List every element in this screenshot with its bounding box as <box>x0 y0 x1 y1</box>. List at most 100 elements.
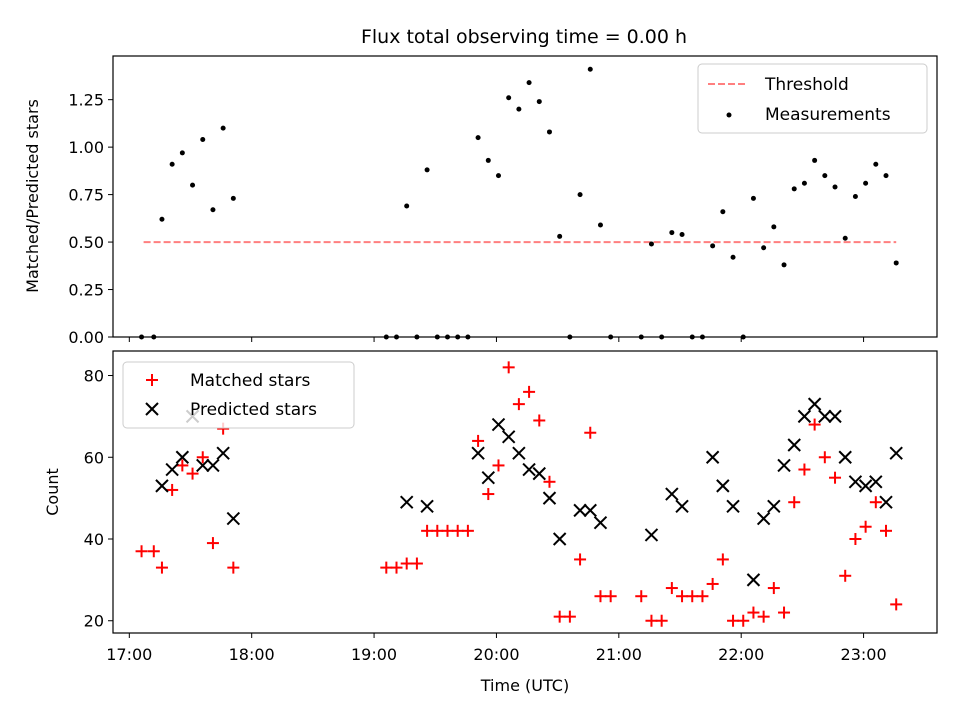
measurement-point <box>546 129 552 135</box>
measurement-point <box>648 241 654 247</box>
matched-star-point <box>523 385 536 398</box>
measurement-point <box>210 207 216 213</box>
predicted-star-point <box>767 499 781 514</box>
predicted-star-point <box>532 466 546 481</box>
measurement-point <box>679 231 685 237</box>
predicted-star-point <box>471 446 485 460</box>
bottom-y-axis: 20 40 60 80 <box>84 367 113 631</box>
predicted-star-point <box>807 397 822 411</box>
top-axes-frame <box>112 55 938 338</box>
matched-star-point <box>655 614 668 627</box>
measurement-point <box>159 216 165 222</box>
matched-star-point <box>410 557 423 570</box>
measurement-point <box>761 245 767 251</box>
measurement-point <box>190 182 196 188</box>
measurement-point <box>791 186 797 192</box>
measurement-point <box>557 233 563 239</box>
predicted-star-point <box>665 487 679 501</box>
measurement-point <box>516 106 522 112</box>
matched-star-point <box>441 524 454 537</box>
matched-star-point <box>594 590 607 603</box>
matched-star-point <box>767 582 780 595</box>
measurement-point <box>710 243 716 249</box>
measurement-point <box>536 99 542 105</box>
top-subplot: 0.00 0.25 0.50 0.75 1.00 1.25 Matched/Predict… <box>23 55 938 347</box>
measurement-point <box>424 167 430 173</box>
matched-star-point <box>696 590 709 603</box>
x-tick-label: 19:00 <box>351 645 397 664</box>
predicted-star-point <box>746 573 761 587</box>
predicted-star-point <box>858 479 873 493</box>
matched-star-point <box>533 414 546 427</box>
top-x-axis-ticks <box>128 337 865 342</box>
matched-star-point <box>747 606 760 619</box>
measurement-point <box>220 125 226 131</box>
matched-star-point <box>176 459 189 472</box>
matched-star-point <box>778 606 791 619</box>
measurement-point <box>832 184 838 190</box>
matched-star-point <box>604 590 617 603</box>
predicted-star-point <box>155 479 169 493</box>
matched-star-point <box>788 496 801 509</box>
x-axis-label: Time (UTC) <box>480 676 569 695</box>
measurement-point <box>506 95 512 101</box>
matched-star-point <box>186 467 199 480</box>
top-y-axis-label: Matched/Predicted stars <box>23 99 42 293</box>
bottom-y-tick-label: 20 <box>84 612 104 631</box>
measurement-point <box>475 135 481 141</box>
matched-star-point <box>227 561 240 574</box>
top-y-tick-label: 0.50 <box>68 233 104 252</box>
predicted-star-point <box>716 479 730 493</box>
bottom-y-tick-label: 40 <box>84 530 104 549</box>
predicted-star-point <box>583 503 597 518</box>
matched-star-point <box>135 545 148 558</box>
predicted-star-point <box>828 409 842 424</box>
measurement-point <box>526 80 532 86</box>
predicted-star-point <box>818 409 832 424</box>
matched-star-point <box>421 524 434 537</box>
matched-star-point <box>839 569 852 582</box>
measurement-point <box>812 157 818 163</box>
matched-star-point <box>553 610 566 623</box>
predicted-star-point <box>196 458 210 473</box>
predicted-star-point <box>491 417 506 432</box>
matched-star-point <box>686 590 699 603</box>
predicted-star-point <box>175 450 190 464</box>
measurement-point <box>485 157 491 163</box>
measurement-point <box>587 66 593 72</box>
matched-star-point <box>563 610 576 623</box>
matched-star-point <box>869 496 882 509</box>
x-tick-label: 21:00 <box>596 645 642 664</box>
matched-star-point <box>706 577 719 590</box>
measurement-point <box>495 173 501 179</box>
top-plot-area <box>139 66 899 340</box>
measurement-point <box>863 180 869 186</box>
matched-star-point <box>584 426 597 439</box>
top-y-tick-label: 0.00 <box>68 328 104 347</box>
measurement-point <box>801 180 807 186</box>
matched-star-point <box>798 463 811 476</box>
legend-measurements-label: Measurements <box>765 105 891 125</box>
bottom-subplot: 20 40 60 80 17:00 18:00 19:00 20:00 21:00 22:00 2… <box>43 350 938 695</box>
legend-predicted-swatch <box>145 402 159 416</box>
matched-star-point <box>390 561 403 574</box>
measurement-point <box>822 173 828 179</box>
bottom-plot-area <box>135 361 903 627</box>
matched-star-point <box>147 545 160 558</box>
matched-star-point <box>880 524 893 537</box>
x-tick-label: 23:00 <box>841 645 887 664</box>
legend-predicted-label: Predicted stars <box>190 400 317 420</box>
matched-star-point <box>727 614 740 627</box>
predicted-star-point <box>838 450 852 464</box>
x-tick-label: 20:00 <box>473 645 519 664</box>
measurement-point <box>842 235 848 241</box>
predicted-star-point <box>522 462 536 477</box>
matched-star-point <box>482 488 495 501</box>
top-y-axis: 0.00 0.25 0.50 0.75 1.00 1.25 <box>68 91 113 347</box>
matched-star-point <box>431 524 444 537</box>
predicted-star-point <box>879 495 893 509</box>
bottom-axes-frame <box>112 350 938 634</box>
predicted-star-point <box>226 511 241 526</box>
matched-star-point <box>716 553 729 566</box>
